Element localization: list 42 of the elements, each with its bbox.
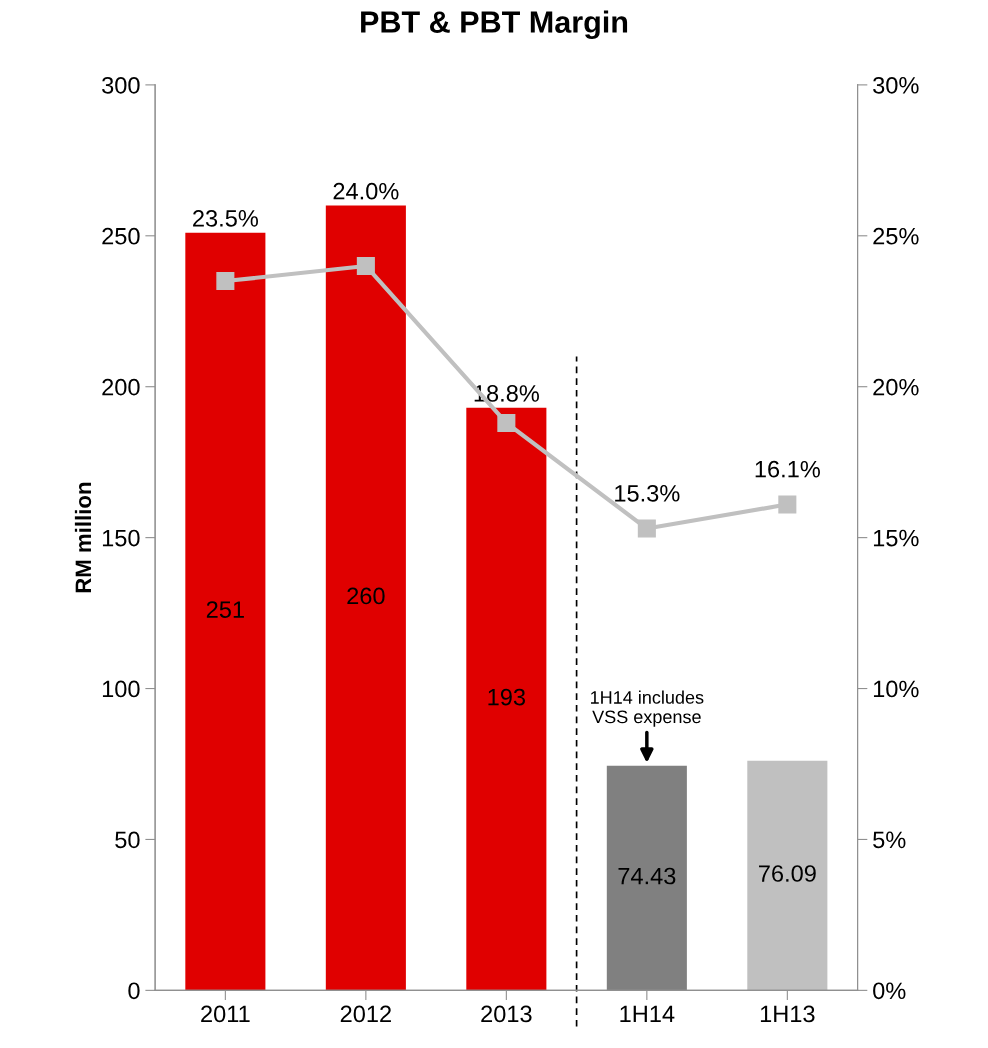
bar bbox=[466, 407, 547, 991]
x-tick-label: 2013 bbox=[481, 1005, 532, 1023]
x-tick-label: 1H13 bbox=[760, 1005, 815, 1023]
bar bbox=[606, 765, 687, 991]
y2-tick-label: 15% bbox=[873, 529, 919, 547]
chart-title: PBT & PBT Margin bbox=[361, 10, 628, 40]
point bbox=[497, 413, 516, 432]
data-label: 74.43 bbox=[618, 867, 676, 885]
point bbox=[216, 272, 235, 291]
point bbox=[637, 519, 656, 538]
x-tick-label: 2011 bbox=[201, 1005, 250, 1023]
data-label: 24.0% bbox=[333, 182, 399, 200]
y2-tick-label: 30% bbox=[873, 76, 919, 94]
y-tick-label: 50 bbox=[115, 831, 140, 849]
y2-tick-label: 10% bbox=[873, 680, 919, 698]
y-tick-label: 100 bbox=[102, 680, 140, 698]
y2-tick-label: 25% bbox=[873, 227, 919, 245]
data-label: 193 bbox=[488, 688, 526, 706]
data-label: 15.3% bbox=[615, 484, 680, 502]
y-tick-label: 0 bbox=[128, 982, 140, 1000]
bar bbox=[185, 232, 266, 991]
y-tick-label: 150 bbox=[102, 529, 140, 547]
data-label: 76.09 bbox=[759, 865, 816, 882]
y-tick-label: 200 bbox=[102, 378, 140, 396]
y-tick-label: 250 bbox=[102, 227, 140, 245]
bar bbox=[747, 760, 828, 991]
data-label: 260 bbox=[347, 587, 385, 605]
x-tick-label: 1H14 bbox=[620, 1005, 675, 1023]
data-label: 23.5% bbox=[193, 210, 258, 227]
point bbox=[778, 495, 797, 514]
y2-tick-label: 5% bbox=[873, 831, 906, 849]
y2-tick-label: 20% bbox=[873, 378, 919, 396]
data-label: 18.8% bbox=[474, 385, 539, 402]
point bbox=[356, 256, 375, 276]
annotation: 1H14 includes VSS expense bbox=[591, 690, 704, 727]
x-tick-label: 2012 bbox=[340, 1005, 391, 1023]
data-label: 16.1% bbox=[755, 460, 820, 478]
data-label: 251 bbox=[206, 601, 244, 618]
y-axis-title: RM million bbox=[74, 482, 92, 593]
bar bbox=[325, 205, 406, 991]
y2-tick-label: 0% bbox=[873, 982, 906, 1000]
y-tick-label: 300 bbox=[102, 76, 140, 94]
